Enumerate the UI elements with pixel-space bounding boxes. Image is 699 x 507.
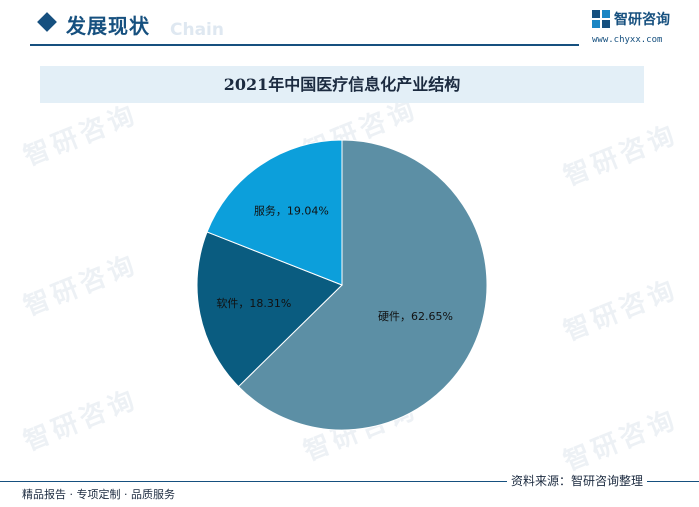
pie-label-1: 软件，18.31%	[216, 296, 291, 310]
brand-url: www.chyxx.com	[592, 35, 663, 45]
page-header: 发展现状 Chain 智研咨询 www.chyxx.com	[0, 0, 699, 56]
header-divider	[30, 44, 579, 46]
ghost-subtitle: Chain	[170, 20, 224, 40]
footer-divider	[0, 481, 699, 482]
pie-slice-1	[196, 231, 343, 388]
section-title: 发展现状	[66, 14, 150, 38]
brand-mark-icon	[592, 10, 610, 28]
pie-slice-2	[206, 139, 343, 286]
pie-slice-0	[237, 139, 488, 431]
brand-logo: 智研咨询 www.chyxx.com	[592, 8, 692, 48]
pie-label-0: 硬件，62.65%	[378, 310, 453, 323]
brand-name: 智研咨询	[614, 12, 670, 28]
source-note: 资料来源：智研咨询整理	[507, 472, 648, 489]
footer-tagline: 精品报告 · 专项定制 · 品质服务	[22, 488, 175, 501]
chart-title-band: 2021年中国医疗信息化产业结构	[40, 66, 644, 103]
pie-label-2: 服务，19.04%	[254, 205, 329, 218]
chart-title: 2021年中国医疗信息化产业结构	[223, 75, 461, 94]
